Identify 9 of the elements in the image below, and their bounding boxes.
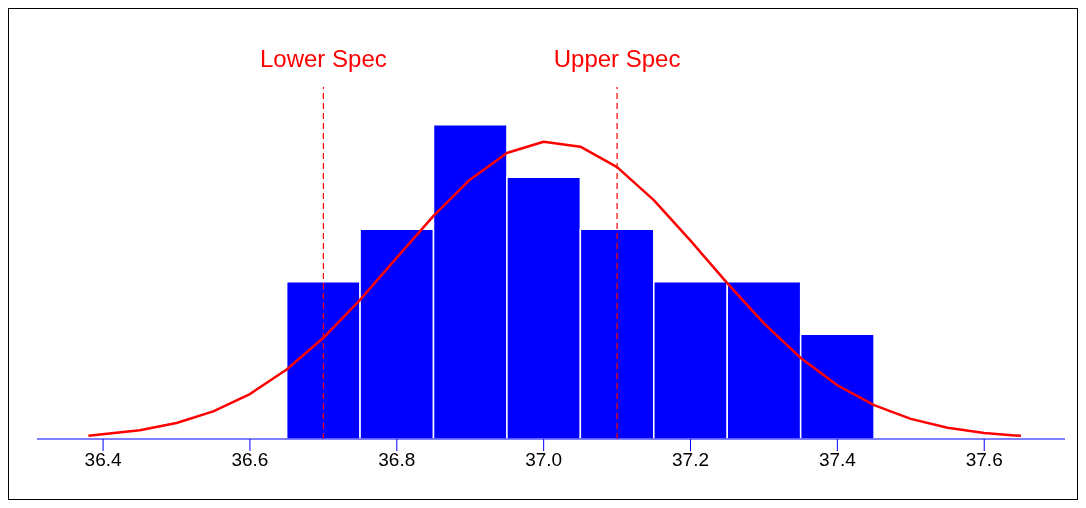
ref-line-label: Lower Spec — [260, 45, 387, 72]
x-tick-label: 36.6 — [231, 449, 269, 471]
x-tick-label: 37.6 — [965, 449, 1003, 471]
ref-line-label: Upper Spec — [553, 45, 681, 72]
x-tick-label: 36.8 — [378, 449, 416, 471]
x-tick-label: 36.4 — [84, 449, 123, 471]
x-tick-label: 37.0 — [525, 449, 563, 471]
x-tick-label: 37.2 — [672, 449, 710, 471]
x-tick-label: 37.4 — [818, 449, 857, 471]
